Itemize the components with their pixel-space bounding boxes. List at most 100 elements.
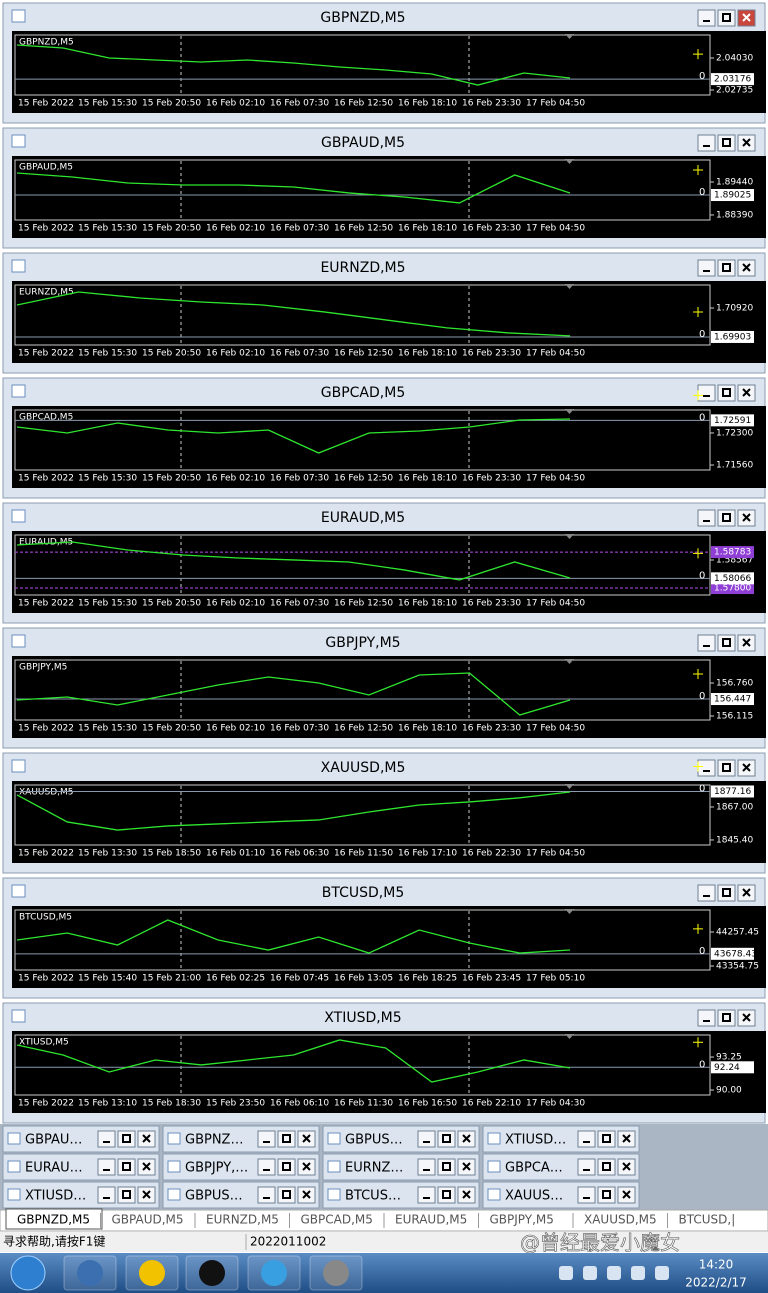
- minimized-window[interactable]: [322, 1125, 480, 1153]
- window-min-button[interactable]: [577, 1158, 596, 1176]
- time-label: 15 Feb 20:50: [142, 99, 201, 109]
- window-max-button[interactable]: [117, 1130, 136, 1148]
- tray-icon[interactable]: [583, 1266, 597, 1280]
- window-min-button[interactable]: [417, 1158, 436, 1176]
- window-max-button[interactable]: [117, 1158, 136, 1176]
- current-price-label: 92.24: [714, 1063, 740, 1073]
- window-max-button[interactable]: [717, 9, 736, 27]
- current-price-box: [711, 693, 754, 706]
- window-max-button[interactable]: [717, 134, 736, 152]
- window-max-button[interactable]: [437, 1186, 456, 1204]
- window-max-button[interactable]: [717, 384, 736, 402]
- window-min-button[interactable]: [417, 1186, 436, 1204]
- shift-marker: [565, 159, 574, 164]
- window-max-button[interactable]: [597, 1186, 616, 1204]
- window-min-button[interactable]: [697, 259, 716, 277]
- shift-marker: [565, 659, 574, 664]
- window-min-button[interactable]: [97, 1186, 116, 1204]
- crosshair-marker: [693, 548, 703, 559]
- window-min-button[interactable]: [697, 134, 716, 152]
- minimized-window[interactable]: [482, 1181, 640, 1209]
- window-icon: [11, 9, 26, 23]
- time-label: 15 Feb 20:50: [142, 349, 201, 359]
- icon: [722, 763, 731, 772]
- time-label: 17 Feb 04:50: [526, 474, 585, 484]
- time-label: 15 Feb 2022: [18, 599, 74, 609]
- tray-icon[interactable]: [655, 1266, 669, 1280]
- window-min-button[interactable]: [97, 1130, 116, 1148]
- window-max-button[interactable]: [717, 759, 736, 777]
- current-price-box: [711, 73, 754, 86]
- window-min-button[interactable]: [697, 384, 716, 402]
- window-max-button[interactable]: [597, 1130, 616, 1148]
- window-max-button[interactable]: [717, 509, 736, 527]
- price-line: [16, 172, 571, 204]
- active-tab[interactable]: [5, 1208, 103, 1230]
- window-icon: [11, 634, 26, 648]
- window-min-button[interactable]: [417, 1130, 436, 1148]
- tab-label[interactable]: BTCUSD,|: [679, 1213, 736, 1227]
- window-min-button[interactable]: [697, 1009, 716, 1027]
- window-min-button[interactable]: [577, 1130, 596, 1148]
- time-label: 16 Feb 18:10: [398, 224, 457, 234]
- window-max-button[interactable]: [597, 1158, 616, 1176]
- time-label: 16 Feb 18:10: [398, 724, 457, 734]
- price-line: [16, 541, 571, 581]
- tab-label[interactable]: GBPAUD,M5: [112, 1213, 184, 1227]
- time-label: 15 Feb 15:30: [78, 474, 137, 484]
- time-label: 15 Feb 2022: [18, 724, 74, 734]
- window-max-button[interactable]: [717, 259, 736, 277]
- tray-icon[interactable]: [559, 1266, 573, 1280]
- icon: [742, 638, 751, 647]
- time-label: 17 Feb 05:10: [526, 974, 585, 984]
- time-label: 16 Feb 02:10: [206, 599, 265, 609]
- time-label: 16 Feb 18:10: [398, 349, 457, 359]
- icon: [142, 1134, 151, 1143]
- window-max-button[interactable]: [717, 884, 736, 902]
- taskbar-app-icon: [139, 1260, 165, 1286]
- window-max-button[interactable]: [277, 1158, 296, 1176]
- window-min-button[interactable]: [97, 1158, 116, 1176]
- tab-label[interactable]: EURAUD,M5: [395, 1213, 467, 1227]
- icon: [462, 1134, 471, 1143]
- window-max-button[interactable]: [277, 1186, 296, 1204]
- chart-symbol-label: GBPCAD,M5: [19, 413, 73, 423]
- window-min-button[interactable]: [697, 9, 716, 27]
- minimized-title: GBPAU…: [25, 1133, 82, 1148]
- window-max-button[interactable]: [437, 1130, 456, 1148]
- window-min-button[interactable]: [257, 1186, 276, 1204]
- tab-label[interactable]: GBPJPY,M5: [490, 1213, 554, 1227]
- window-min-button[interactable]: [257, 1130, 276, 1148]
- minimized-window[interactable]: [322, 1181, 480, 1209]
- window-max-button[interactable]: [717, 634, 736, 652]
- window-max-button[interactable]: [117, 1186, 136, 1204]
- window-min-button[interactable]: [697, 509, 716, 527]
- tab-label[interactable]: XAUUSD,M5: [584, 1213, 657, 1227]
- window-min-button[interactable]: [697, 759, 716, 777]
- tray-icon[interactable]: [631, 1266, 645, 1280]
- icon: [442, 1134, 451, 1143]
- window-max-button[interactable]: [717, 1009, 736, 1027]
- tab-label[interactable]: GBPCAD,M5: [301, 1213, 373, 1227]
- window-min-button[interactable]: [577, 1186, 596, 1204]
- icon: [142, 1190, 151, 1199]
- zero-indicator: 0: [699, 187, 705, 198]
- current-price-label: 1.89025: [714, 191, 751, 201]
- minimized-window[interactable]: [482, 1153, 640, 1181]
- minimized-title: GBPUS…: [345, 1133, 403, 1148]
- tab-label[interactable]: GBPNZD,M5: [17, 1213, 90, 1227]
- minimized-title: EURNZ…: [345, 1161, 403, 1176]
- plot-frame: [14, 784, 711, 846]
- icon: [742, 138, 751, 147]
- window-max-button[interactable]: [277, 1130, 296, 1148]
- window-min-button[interactable]: [257, 1158, 276, 1176]
- tab-label[interactable]: EURNZD,M5: [206, 1213, 279, 1227]
- window-min-button[interactable]: [697, 634, 716, 652]
- window-title: EURNZD,M5: [320, 260, 405, 276]
- start-button[interactable]: [10, 1255, 46, 1291]
- tray-icon[interactable]: [607, 1266, 621, 1280]
- window-max-button[interactable]: [437, 1158, 456, 1176]
- price-line: [16, 418, 571, 454]
- window-min-button[interactable]: [697, 884, 716, 902]
